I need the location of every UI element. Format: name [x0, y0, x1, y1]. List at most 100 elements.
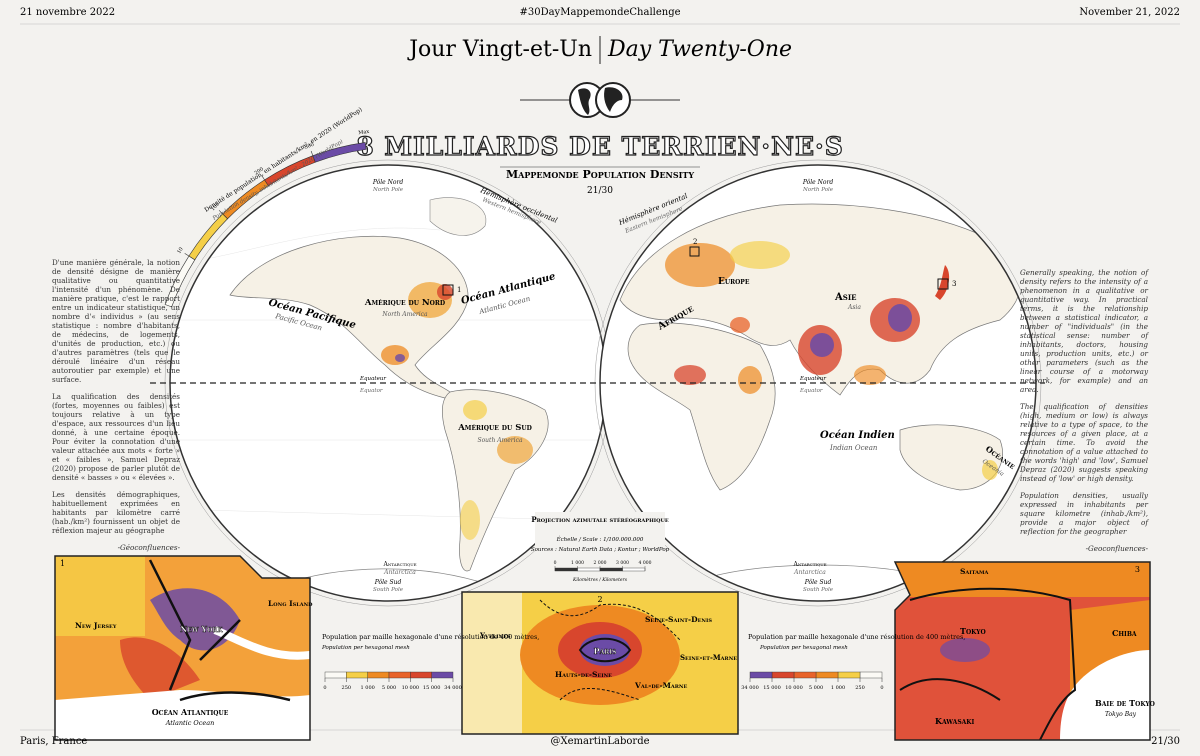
antarctica-fr: Antarctique	[382, 561, 416, 568]
label-asia: Asie	[834, 292, 856, 303]
south-pole-en: South Pole	[803, 587, 834, 593]
paragraph: La qualification des densités (fortes, m…	[52, 392, 180, 482]
density-legend: 10 100 200 300 Max	[164, 129, 370, 308]
equator-fr: Equateur	[359, 376, 386, 382]
north-pole-fr: Pôle Nord	[802, 179, 834, 186]
legend-tick-label: 5 000	[382, 685, 396, 691]
title-fr: Jour Vingt-et-Un	[407, 37, 592, 62]
legend-tick-label: 10 000	[402, 685, 420, 691]
legend-tick-label: 10	[176, 246, 184, 255]
scale-tick-label: 1 000	[571, 560, 584, 566]
legend-tick-label: 0	[880, 685, 883, 691]
projection-box	[535, 512, 665, 584]
inset-marker-number: 2	[693, 238, 697, 246]
inset-label: Val-de-Marne	[634, 681, 687, 690]
inset-paris	[462, 592, 738, 734]
paragraph: D'une manière générale, la notion de den…	[52, 258, 180, 384]
date-fr: 21 novembre 2022	[20, 7, 115, 18]
legend-swatch	[367, 671, 390, 679]
footer-left: Paris, France	[20, 736, 87, 747]
main-title: 8 MILLIARDS DE TERRIEN·NE·S	[356, 132, 844, 161]
inset-number: 1	[60, 559, 65, 568]
south-pole-en: South Pole	[373, 587, 404, 593]
inset-number: 2	[597, 595, 602, 604]
legend-tick-label: 34 000	[444, 685, 462, 691]
legend-swatch	[837, 671, 861, 679]
legend-tick-label: 5 000	[809, 685, 823, 691]
antarctica-fr: Antarctique	[792, 561, 826, 568]
equator-en: Equator	[799, 388, 823, 394]
counter: 21/30	[587, 186, 613, 196]
projection-sources: Sources : Natural Earth Data ; Kontur ; …	[531, 547, 670, 553]
label-south-america: Amérique du Sud	[457, 423, 532, 433]
footer-right: 21/30	[1151, 736, 1180, 747]
text-en: Generally speaking, the notion of densit…	[1020, 268, 1148, 561]
projection-title: Projection azimutale stéréographique	[531, 515, 669, 524]
inset-marker	[442, 284, 454, 296]
subtitle: Mappemonde Population Density	[506, 168, 694, 181]
paragraph: Generally speaking, the notion of densit…	[1020, 268, 1148, 394]
legend-tick-label: 250	[342, 685, 352, 691]
paragraph: The qualification of densities (high, me…	[1020, 402, 1148, 483]
equator-fr: Equateur	[799, 376, 826, 382]
text-fr: D'une manière générale, la notion de den…	[52, 258, 180, 560]
legend-tick	[261, 175, 265, 181]
inset-frame	[893, 561, 1151, 741]
inset-label: New Jersey	[75, 621, 117, 630]
scale-tick-label: 0	[554, 560, 557, 566]
scale-tick-label: 3 000	[616, 560, 629, 566]
inset-label: Seine-Saint-Denis	[645, 615, 712, 624]
legend-tick-label: 1 000	[361, 685, 375, 691]
legend-tick-label: 300	[304, 142, 315, 151]
western-hemisphere	[170, 165, 606, 601]
hashtag: #30DayMappemondeChallenge	[519, 7, 680, 18]
scale-segment	[577, 567, 601, 572]
legend-swatch	[431, 671, 454, 679]
label-indian: Océan Indien	[820, 430, 895, 441]
date-en: November 21, 2022	[1079, 7, 1180, 18]
legend-swatch	[324, 671, 347, 679]
scale-segment	[554, 567, 578, 572]
hex-legend-title-fr: Population par maille hexagonale d'une r…	[322, 633, 539, 641]
hex-legend-title-en: Population per hexagonal mesh	[759, 645, 848, 651]
legend-swatch	[815, 671, 839, 679]
inset-label: Baie de Tokyo	[1095, 698, 1155, 708]
legend-max-label: Max	[358, 129, 370, 136]
inset-tokyo	[895, 562, 1150, 740]
legend-swatch	[793, 671, 817, 679]
antarctica-en: Antarctica	[793, 569, 826, 576]
label-europe: Europe	[718, 277, 750, 287]
title-en: Day Twenty-One	[607, 37, 792, 62]
inset-number: 3	[1135, 565, 1140, 574]
eastern-hemisphere	[600, 165, 1036, 601]
legend-swatch	[749, 671, 773, 679]
scale-tick-label: 4 000	[639, 560, 652, 566]
inset-label: Seine-et-Marne	[680, 653, 737, 662]
inset-marker	[689, 246, 700, 257]
scale-unit: Kilomètres / Kilometers	[572, 576, 628, 583]
inset-label: Hauts-de-Seine	[555, 670, 612, 679]
legend-tick-label: 10 000	[785, 685, 803, 691]
legend-tick-label: 200	[254, 166, 265, 176]
inset-marker-number: 3	[952, 280, 956, 288]
label-asia-en: Asia	[847, 304, 861, 311]
legend-tick-label: 250	[855, 685, 865, 691]
source: -Geoconfluences-	[1085, 544, 1148, 553]
inset-label: Long Island	[268, 599, 313, 608]
legend-swatch	[771, 671, 795, 679]
inset-new-york	[55, 556, 310, 740]
inset-label: Tokyo Bay	[1105, 711, 1137, 718]
inset-label: Océan Atlantique	[152, 707, 229, 717]
inset-label: Saitama	[960, 567, 988, 576]
legend-tick-label: 34 000	[741, 685, 759, 691]
inset-label: New York	[180, 624, 223, 634]
source: -Géoconfluences-	[117, 543, 180, 552]
scale-tick-label: 2 000	[594, 560, 607, 566]
legend-tick	[310, 150, 314, 156]
north-pole-fr: Pôle Nord	[372, 179, 404, 186]
paragraph: Population densities, usually expressed …	[1020, 491, 1148, 536]
scale-segment	[622, 567, 646, 572]
south-pole-fr: Pôle Sud	[374, 579, 402, 586]
